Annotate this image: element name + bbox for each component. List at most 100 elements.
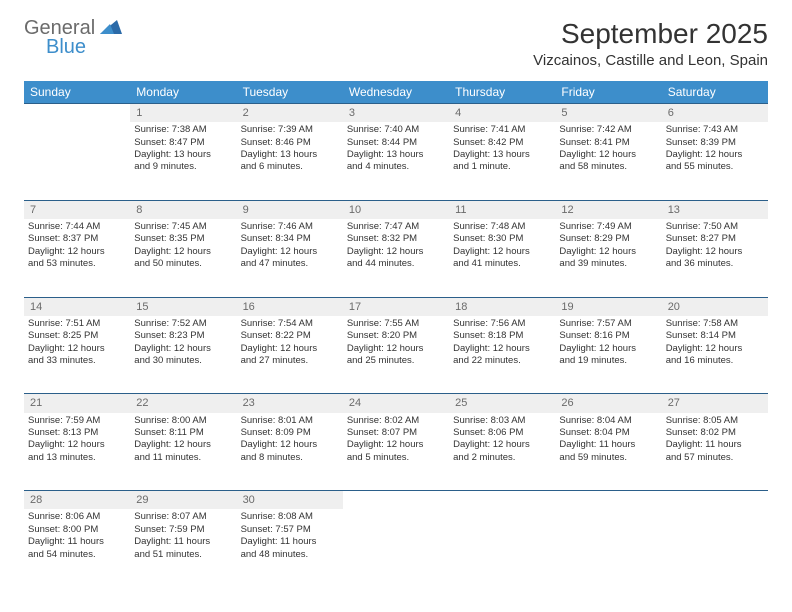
day-cell: Sunrise: 7:40 AMSunset: 8:44 PMDaylight:… [343,122,449,200]
daylight-text: and 48 minutes. [241,549,339,561]
daylight-text: Daylight: 12 hours [666,343,764,355]
day-cell: Sunrise: 7:44 AMSunset: 8:37 PMDaylight:… [24,219,130,297]
sunrise-text: Sunrise: 7:58 AM [666,318,764,330]
daylight-text: and 59 minutes. [559,452,657,464]
day-number: 18 [449,297,555,316]
day-cell: Sunrise: 7:45 AMSunset: 8:35 PMDaylight:… [130,219,236,297]
month-title: September 2025 [533,18,768,50]
daylight-text: and 8 minutes. [241,452,339,464]
sunset-text: Sunset: 8:37 PM [28,233,126,245]
daylight-text: Daylight: 12 hours [134,343,232,355]
daylight-text: and 25 minutes. [347,355,445,367]
daylight-text: Daylight: 12 hours [134,439,232,451]
day-cell: Sunrise: 7:56 AMSunset: 8:18 PMDaylight:… [449,316,555,394]
daylight-text: and 50 minutes. [134,258,232,270]
daylight-text: Daylight: 13 hours [134,149,232,161]
daylight-text: and 2 minutes. [453,452,551,464]
day-number: 17 [343,297,449,316]
daylight-text: Daylight: 12 hours [347,343,445,355]
daylight-text: and 5 minutes. [347,452,445,464]
day-number: 28 [24,491,130,510]
day-cell: Sunrise: 7:38 AMSunset: 8:47 PMDaylight:… [130,122,236,200]
day-number: 26 [555,394,661,413]
daylight-text: and 16 minutes. [666,355,764,367]
logo: General Blue [24,18,122,57]
day-number: 13 [662,200,768,219]
sunset-text: Sunset: 8:09 PM [241,427,339,439]
day-number: 4 [449,104,555,123]
daylight-text: and 11 minutes. [134,452,232,464]
daylight-text: and 22 minutes. [453,355,551,367]
sunrise-text: Sunrise: 7:47 AM [347,221,445,233]
week-row: Sunrise: 7:38 AMSunset: 8:47 PMDaylight:… [24,122,768,200]
daylight-text: and 33 minutes. [28,355,126,367]
daylight-text: and 53 minutes. [28,258,126,270]
sunset-text: Sunset: 8:44 PM [347,137,445,149]
weekday-header-row: SundayMondayTuesdayWednesdayThursdayFrid… [24,81,768,104]
daylight-text: and 30 minutes. [134,355,232,367]
sunset-text: Sunset: 8:07 PM [347,427,445,439]
day-number: 1 [130,104,236,123]
daylight-text: Daylight: 12 hours [453,343,551,355]
daylight-text: Daylight: 12 hours [28,343,126,355]
sunrise-text: Sunrise: 7:43 AM [666,124,764,136]
day-cell: Sunrise: 7:55 AMSunset: 8:20 PMDaylight:… [343,316,449,394]
day-number [555,491,661,510]
day-cell: Sunrise: 7:42 AMSunset: 8:41 PMDaylight:… [555,122,661,200]
sunset-text: Sunset: 8:42 PM [453,137,551,149]
weekday-header: Friday [555,81,661,104]
day-number: 27 [662,394,768,413]
sunrise-text: Sunrise: 8:01 AM [241,415,339,427]
daynum-row: 14151617181920 [24,297,768,316]
day-cell [555,509,661,587]
daylight-text: Daylight: 11 hours [241,536,339,548]
weekday-header: Monday [130,81,236,104]
sunset-text: Sunset: 8:46 PM [241,137,339,149]
day-cell: Sunrise: 7:47 AMSunset: 8:32 PMDaylight:… [343,219,449,297]
sunset-text: Sunset: 8:20 PM [347,330,445,342]
daylight-text: Daylight: 12 hours [134,246,232,258]
sunrise-text: Sunrise: 7:44 AM [28,221,126,233]
sunset-text: Sunset: 7:57 PM [241,524,339,536]
sunrise-text: Sunrise: 7:49 AM [559,221,657,233]
daylight-text: Daylight: 11 hours [666,439,764,451]
day-cell: Sunrise: 7:51 AMSunset: 8:25 PMDaylight:… [24,316,130,394]
sunset-text: Sunset: 8:22 PM [241,330,339,342]
day-number: 23 [237,394,343,413]
location: Vizcainos, Castille and Leon, Spain [533,52,768,69]
day-cell: Sunrise: 7:52 AMSunset: 8:23 PMDaylight:… [130,316,236,394]
daylight-text: Daylight: 11 hours [28,536,126,548]
daylight-text: and 44 minutes. [347,258,445,270]
daylight-text: Daylight: 12 hours [241,246,339,258]
week-row: Sunrise: 7:44 AMSunset: 8:37 PMDaylight:… [24,219,768,297]
day-number: 25 [449,394,555,413]
daylight-text: Daylight: 12 hours [28,246,126,258]
sunrise-text: Sunrise: 7:40 AM [347,124,445,136]
logo-triangle-icon [100,18,122,39]
day-cell: Sunrise: 7:46 AMSunset: 8:34 PMDaylight:… [237,219,343,297]
day-number: 21 [24,394,130,413]
day-number: 9 [237,200,343,219]
day-cell: Sunrise: 7:57 AMSunset: 8:16 PMDaylight:… [555,316,661,394]
sunset-text: Sunset: 8:47 PM [134,137,232,149]
day-number: 7 [24,200,130,219]
day-number: 12 [555,200,661,219]
day-number [24,104,130,123]
daylight-text: and 47 minutes. [241,258,339,270]
day-cell: Sunrise: 8:06 AMSunset: 8:00 PMDaylight:… [24,509,130,587]
day-cell: Sunrise: 7:48 AMSunset: 8:30 PMDaylight:… [449,219,555,297]
daylight-text: Daylight: 12 hours [666,149,764,161]
day-number: 20 [662,297,768,316]
day-cell: Sunrise: 8:04 AMSunset: 8:04 PMDaylight:… [555,413,661,491]
daylight-text: Daylight: 12 hours [559,246,657,258]
day-cell: Sunrise: 8:05 AMSunset: 8:02 PMDaylight:… [662,413,768,491]
weekday-header: Thursday [449,81,555,104]
sunrise-text: Sunrise: 8:02 AM [347,415,445,427]
weekday-header: Wednesday [343,81,449,104]
day-cell: Sunrise: 8:02 AMSunset: 8:07 PMDaylight:… [343,413,449,491]
day-number: 2 [237,104,343,123]
sunset-text: Sunset: 8:27 PM [666,233,764,245]
day-cell: Sunrise: 8:00 AMSunset: 8:11 PMDaylight:… [130,413,236,491]
day-cell [662,509,768,587]
daylight-text: and 1 minute. [453,161,551,173]
